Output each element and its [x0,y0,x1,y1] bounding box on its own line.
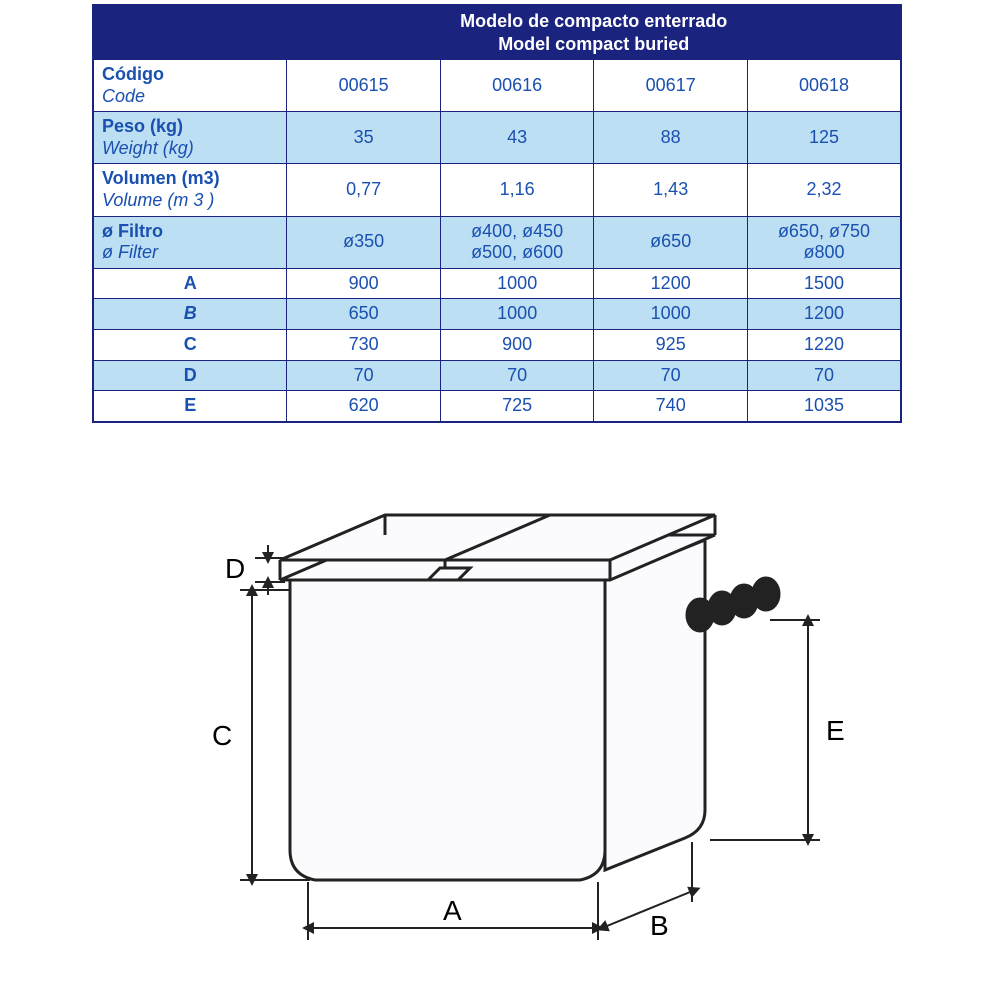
cell: 725 [440,391,594,422]
label-code: Código Code [93,60,287,112]
label-weight: Peso (kg) Weight (kg) [93,112,287,164]
row-filter: ø Filtro ø Filter ø350 ø400, ø450 ø500, … [93,216,901,268]
cell: ø650 [594,216,748,268]
cell: 1035 [747,391,901,422]
cell: 1220 [747,329,901,360]
cell: 620 [287,391,441,422]
dim-label-E: E [93,391,287,422]
cell: 70 [747,360,901,391]
dim-label-A-svg: A [443,895,462,926]
cell: ø350 [287,216,441,268]
product-diagram: D C E A B [140,450,860,970]
cell: 740 [594,391,748,422]
cell: 1500 [747,268,901,299]
cell: 925 [594,329,748,360]
cell: 00616 [440,60,594,112]
cell: 730 [287,329,441,360]
cell: 0,77 [287,164,441,216]
spec-table: Modelo de compacto enterrado Model compa… [92,4,902,423]
label-volume: Volumen (m3) Volume (m 3 ) [93,164,287,216]
cell: ø400, ø450 ø500, ø600 [440,216,594,268]
dim-label-D: D [93,360,287,391]
row-E: E 620 725 740 1035 [93,391,901,422]
dim-label-C-svg: C [212,720,232,751]
dim-label-D-svg: D [225,553,245,584]
cell: 35 [287,112,441,164]
row-D: D 70 70 70 70 [93,360,901,391]
dim-label-E-svg: E [826,715,845,746]
cell: 00615 [287,60,441,112]
cell: 43 [440,112,594,164]
cell: 1,43 [594,164,748,216]
row-A: A 900 1000 1200 1500 [93,268,901,299]
header-blank [93,5,287,60]
cell: 70 [440,360,594,391]
row-C: C 730 900 925 1220 [93,329,901,360]
dim-label-A: A [93,268,287,299]
dim-E [710,620,820,840]
cell: 00618 [747,60,901,112]
label-filter: ø Filtro ø Filter [93,216,287,268]
cell: 900 [287,268,441,299]
cell: 900 [440,329,594,360]
row-code: Código Code 00615 00616 00617 00618 [93,60,901,112]
cell: ø650, ø750 ø800 [747,216,901,268]
cell: 1000 [440,268,594,299]
row-B: B 650 1000 1000 1200 [93,299,901,330]
cell: 1000 [594,299,748,330]
cell: 1200 [747,299,901,330]
cell: 2,32 [747,164,901,216]
container-icon [280,515,779,880]
header-row: Modelo de compacto enterrado Model compa… [93,5,901,60]
cell: 88 [594,112,748,164]
cell: 1000 [440,299,594,330]
cell: 70 [287,360,441,391]
header-title: Modelo de compacto enterrado Model compa… [287,5,901,60]
dim-label-B-svg: B [650,910,669,941]
cell: 1200 [594,268,748,299]
cell: 1,16 [440,164,594,216]
row-weight: Peso (kg) Weight (kg) 35 43 88 125 [93,112,901,164]
title-en: Model compact buried [498,34,689,54]
title-es: Modelo de compacto enterrado [460,11,727,31]
cell: 70 [594,360,748,391]
dim-label-C: C [93,329,287,360]
spec-table-container: Modelo de compacto enterrado Model compa… [92,4,902,423]
dim-label-B: B [93,299,287,330]
row-volume: Volumen (m3) Volume (m 3 ) 0,77 1,16 1,4… [93,164,901,216]
cell: 00617 [594,60,748,112]
cell: 650 [287,299,441,330]
cell: 125 [747,112,901,164]
